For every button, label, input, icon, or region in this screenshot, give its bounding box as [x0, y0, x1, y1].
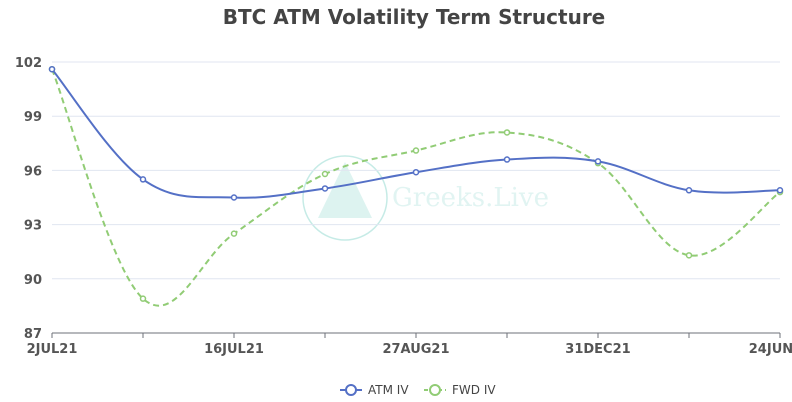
fwd-iv-data-point[interactable] — [230, 230, 238, 237]
fwd-iv-data-point[interactable] — [321, 170, 329, 178]
atm-iv-data-point[interactable] — [685, 187, 693, 194]
y-tick-label: 99 — [24, 110, 42, 125]
legend-item-atm-iv[interactable]: ATM IV — [340, 383, 409, 397]
atm-iv-data-point[interactable] — [230, 194, 238, 201]
legend-item-fwd-iv[interactable]: FWD IV — [424, 383, 496, 397]
atm-iv-data-point[interactable] — [776, 187, 784, 194]
y-tick-label: 90 — [24, 273, 42, 288]
x-tick-label: 24JUN22 — [749, 342, 792, 357]
watermark-logo-icon — [302, 155, 388, 241]
atm-iv-data-point[interactable] — [594, 158, 602, 165]
atm-iv-data-point[interactable] — [412, 168, 420, 176]
fwd-iv-data-point[interactable] — [412, 147, 420, 154]
atm-iv-data-point[interactable] — [321, 185, 329, 192]
x-tick-label: 2JUL21 — [27, 342, 78, 357]
legend-label: FWD IV — [452, 383, 496, 397]
y-tick-label: 102 — [15, 56, 42, 71]
x-tick-label: 16JUL21 — [204, 342, 264, 357]
legend-marker-icon — [345, 384, 357, 396]
watermark-logo-triangle-icon — [318, 162, 372, 218]
y-tick-label: 96 — [24, 164, 42, 179]
x-tick-label: 31DEC21 — [565, 342, 630, 357]
atm-iv-data-point[interactable] — [48, 65, 56, 73]
chart-title: BTC ATM Volatility Term Structure — [223, 5, 606, 29]
y-tick-label: 87 — [24, 327, 42, 342]
fwd-iv-series-line — [51, 68, 781, 307]
fwd-iv-data-point[interactable] — [139, 295, 147, 302]
atm-iv-data-point[interactable] — [503, 156, 511, 163]
fwd-iv-data-point[interactable] — [503, 129, 511, 136]
fwd-iv-data-point[interactable] — [685, 252, 693, 259]
watermark: Greeks.Live — [302, 155, 549, 241]
legend-label: ATM IV — [368, 383, 409, 397]
y-tick-label: 93 — [24, 219, 42, 234]
atm-iv-data-point[interactable] — [139, 176, 147, 183]
watermark-text: Greeks.Live — [392, 183, 549, 213]
atm-iv-series-line — [51, 68, 781, 199]
x-tick-label: 27AUG21 — [382, 342, 449, 357]
legend-marker-icon — [429, 384, 441, 396]
